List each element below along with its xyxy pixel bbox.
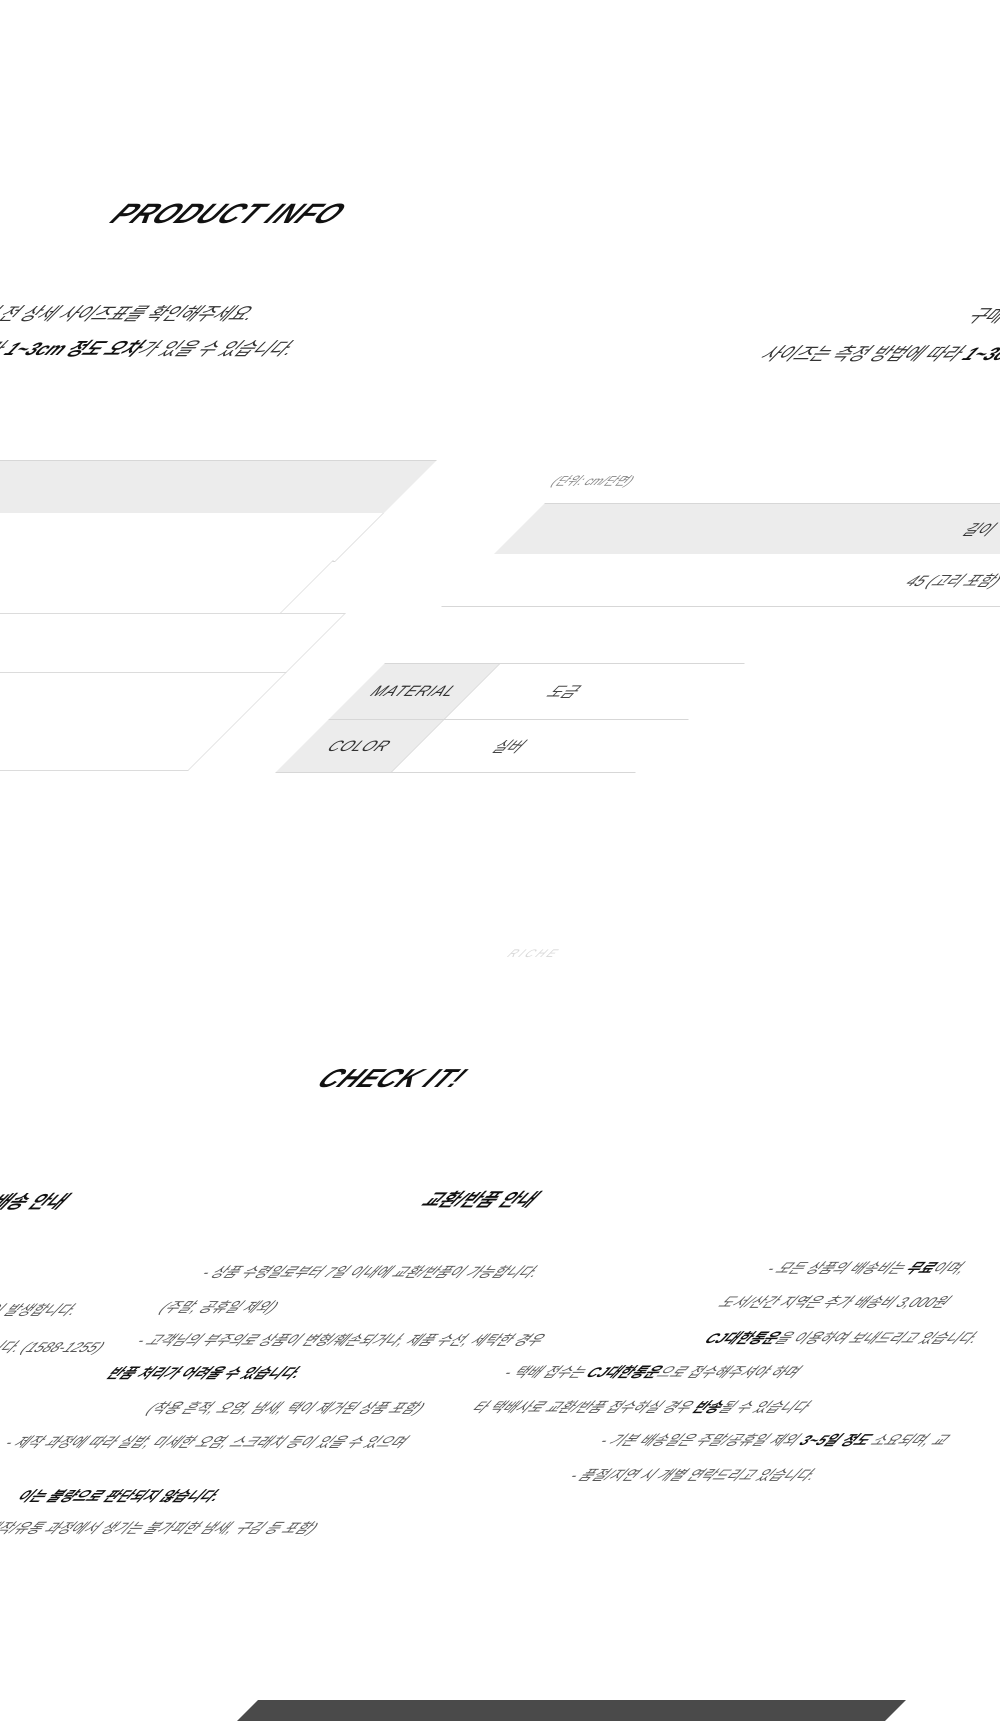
shipping-note-1: - 모든 상품의 배송비는 무료이며, xyxy=(762,1260,974,1276)
size-table-left-value-cell xyxy=(0,513,384,561)
shipping-note-5: 타 택배사로 교환/반품 접수하실 경우 반송될 수 있습니다 xyxy=(467,1399,817,1415)
size-table-left-fragment xyxy=(0,460,437,562)
exchange-note-1: - 상품 수령일로부터 7일 이내에 교환/반품이 가능합니다. xyxy=(197,1264,547,1280)
glitch-strip-4 xyxy=(0,718,241,771)
notice-line1-left: 구매 전 상세 사이즈표를 확인해주세요. xyxy=(0,304,264,324)
notice-line2-left: 사이즈는 측정 방법에 따라 1~3cm 정도 오차가 있을 수 있습니다. xyxy=(0,339,304,359)
shipping-note-4: - 택배 접수는 CJ대한통운으로 접수해주셔야 하며 xyxy=(499,1364,808,1380)
exchange-note-7: 이는 불량으로 판단되지 않습니다. xyxy=(12,1488,228,1504)
shipping-note-7: - 품절/지연 시 개별 연락드리고 있습니다. xyxy=(565,1467,824,1483)
size-table-value-row: 45 (고리 포함) xyxy=(442,554,1000,606)
material-table: MATERIAL 도금 COLOR 실버 xyxy=(275,663,745,773)
exchange-note-8: (제작/유통 과정에서 생기는 불가피한 냄새, 구김 등 포함) xyxy=(0,1520,325,1536)
size-value-label: 45 (고리 포함) xyxy=(900,572,1000,590)
shipping-note-2-wrap: 이 발생합니다. xyxy=(0,1302,85,1318)
footer-bar xyxy=(218,1700,906,1721)
size-table-header-length: 길이 xyxy=(494,504,1000,554)
material-value-cell: 도금 xyxy=(541,684,586,701)
exchange-note-5: (착용 흔적, 오염, 냄새, 택이 제거된 상품 포함) xyxy=(142,1400,431,1416)
product-info-title: PRODUCT INFO xyxy=(101,198,358,229)
size-table: 길이 45 (고리 포함) xyxy=(441,503,1000,607)
size-unit-label: (단위: cm/단면) xyxy=(547,474,640,488)
notice-line2-right: 사이즈는 측정 방법에 따라 1~3cm 정도 오차가 있을 수 있습니다. xyxy=(754,344,1000,364)
exchange-note-2: (주말, 공휴일 제외) xyxy=(155,1299,285,1315)
color-value-cell: 실버 xyxy=(486,738,532,756)
check-it-title: CHECK IT! xyxy=(308,1063,479,1093)
size-table-left-header-cell xyxy=(0,461,436,513)
shipping-note-2: 도서/산간 지역은 추가 배송비 3,000원 xyxy=(714,1294,957,1310)
exchange-note-3: - 고객님의 부주의로 상품이 변형/훼손되거나, 제품 수선, 세탁한 경우 xyxy=(132,1332,552,1348)
shipping-note-3: CJ대한통운을 이용하여 보내드리고 있습니다. xyxy=(700,1330,987,1346)
size-header-label: 길이 xyxy=(956,521,1000,539)
exchange-note-4: 반품 처리가 어려울 수 있습니다. xyxy=(102,1365,309,1381)
exchange-note-6: - 제작 과정에 따라 실밥, 미세한 오염, 스크래치 등이 있을 수 있으며 xyxy=(0,1434,415,1450)
color-row: COLOR 실버 xyxy=(276,720,688,772)
shipping-section-title: 배송 안내 xyxy=(0,1192,76,1212)
material-row: MATERIAL 도금 xyxy=(328,664,744,720)
glitch-strip-1 xyxy=(0,560,334,613)
notice-line1-right: 구매 전 상세 사이즈표를 확인해주세요. xyxy=(961,306,1000,326)
brand-watermark: RICHE xyxy=(503,948,565,960)
shipping-note-6: - 기본 배송일은 주말/공휴일 제외 3~5일 정도 소요되며, 교 xyxy=(595,1432,956,1448)
exchange-section-title: 교환/반품 안내 xyxy=(416,1190,546,1210)
shipping-note-3-wrap: 니다. (1588-1255) xyxy=(0,1339,111,1355)
glitch-strip-2 xyxy=(0,613,346,673)
glitch-strip-3 xyxy=(0,672,287,719)
